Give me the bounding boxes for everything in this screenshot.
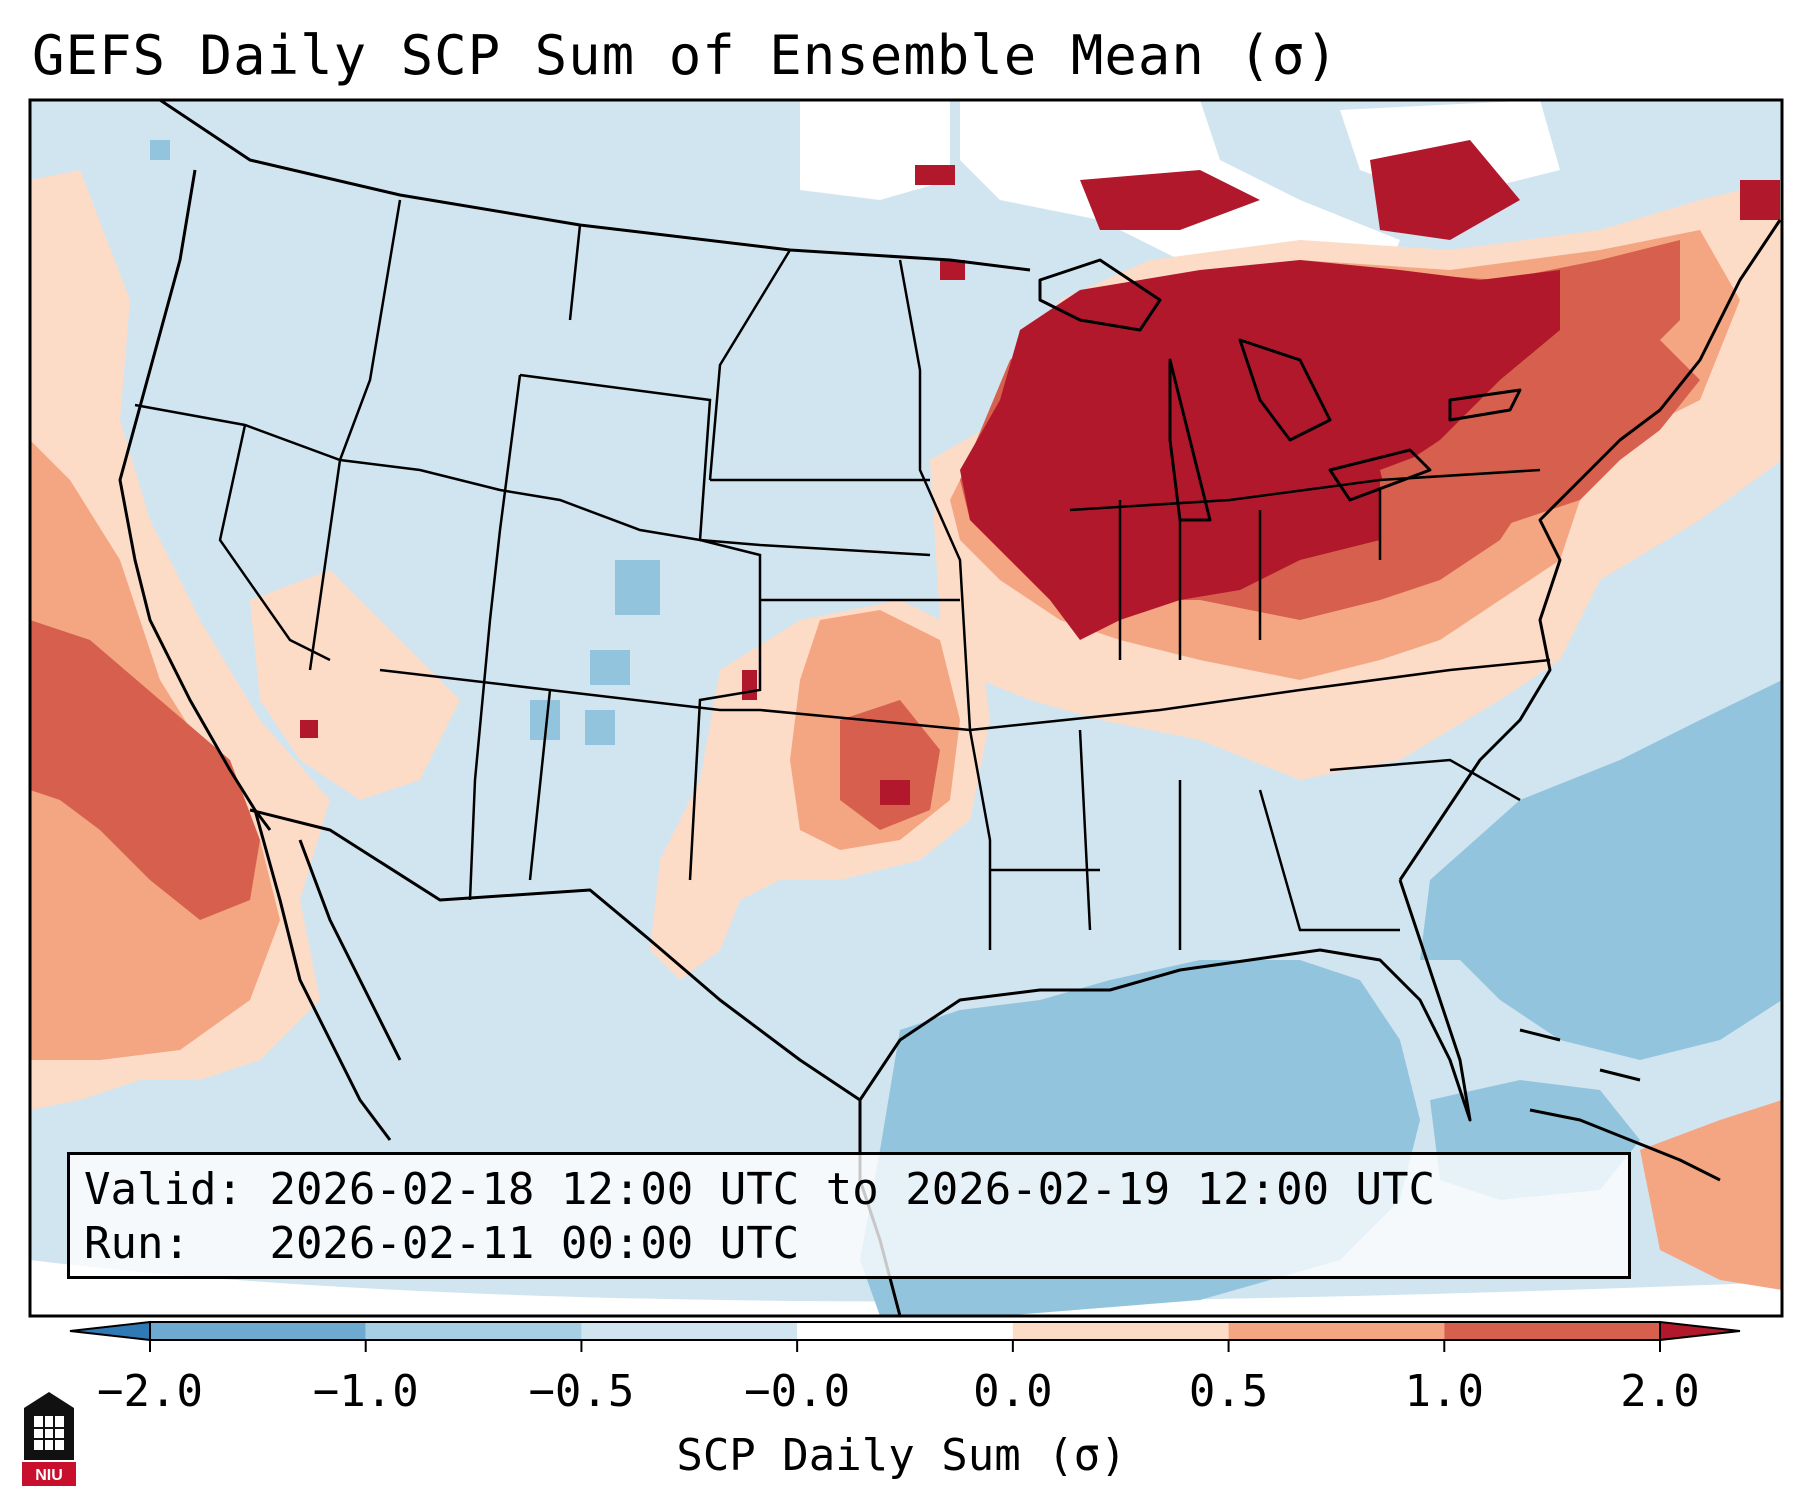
state-border (519, 373, 712, 541)
us-mexico-border (249, 808, 861, 1102)
state-border (338, 199, 402, 461)
valid-label: Valid: (84, 1164, 243, 1215)
state-border (969, 658, 1551, 732)
colorbar-frame (149, 1321, 1661, 1341)
gulf-of-california-coast (298, 839, 402, 1061)
colorbar-extend-high (1659, 1320, 1741, 1342)
pacnw-negative-cell (150, 140, 170, 160)
niu-logo: NIU (22, 1392, 76, 1486)
atlantic-negative-region (1420, 680, 1782, 1060)
state-border (1118, 490, 1382, 660)
state-border (379, 668, 971, 732)
lake-ontario (1448, 388, 1522, 422)
projection-edge (30, 1260, 1782, 1316)
state-borders (134, 199, 1551, 950)
run-value: 2026-02-11 00:00 UTC (269, 1218, 800, 1269)
valid-run-info-box: Valid: 2026-02-18 12:00 UTC to 2026-02-1… (67, 1152, 1631, 1279)
colorbar-segment (1444, 1322, 1660, 1340)
state-border (134, 403, 931, 557)
colorbar-segment (150, 1322, 366, 1340)
colorado-negative-cell (590, 650, 630, 685)
colorbar-tick-label: −0.5 (528, 1366, 635, 1417)
canada-max-cell (915, 165, 955, 185)
colorbar (69, 1320, 1741, 1352)
oklahoma-strong-positive (840, 700, 940, 830)
state-border (568, 224, 792, 481)
canada-max-cells (1080, 170, 1260, 230)
colorbar-segment (1228, 1322, 1445, 1340)
colorbar-extend-low (69, 1320, 151, 1342)
colorbar-segment (797, 1322, 1013, 1340)
state-border (1069, 468, 1541, 512)
colorbar-tick-label: 0.5 (1188, 1366, 1269, 1417)
baja-coastline (253, 809, 392, 1141)
quebec-max-cells (1370, 140, 1520, 240)
cuba-coast (1529, 1108, 1721, 1182)
oklahoma-max-cell (880, 780, 910, 805)
colorado-negative-cell (615, 560, 660, 615)
atlantic-coastline (1398, 219, 1782, 881)
great-lakes-max-positive (960, 260, 1560, 640)
logo-badge (22, 1462, 76, 1486)
colorbar-tick-label: 2.0 (1620, 1366, 1700, 1417)
state-border (528, 689, 552, 881)
run-label: Run: (84, 1218, 190, 1269)
lake-huron (1238, 338, 1332, 442)
state-border (1078, 729, 1400, 950)
state-border (1329, 758, 1521, 802)
lake-michigan (1168, 358, 1212, 522)
colorbar-tick-label: 0.0 (973, 1366, 1053, 1417)
state-border (308, 459, 342, 671)
logo-window-icon (34, 1416, 64, 1450)
colorbar-tick-label: 1.0 (1404, 1366, 1485, 1417)
canada-white-region (800, 100, 950, 200)
state-border (898, 259, 992, 950)
map-frame (28, 98, 1784, 1318)
colorbar-segment (581, 1322, 798, 1340)
nm-negative-cell (585, 710, 615, 745)
colorbar-tick-label: −2.0 (97, 1366, 203, 1417)
canada-max-cell (940, 260, 965, 280)
gulf-coastline (858, 879, 1472, 1122)
west-coastline (118, 169, 272, 831)
colorbar-tick-label: −1.0 (312, 1366, 419, 1417)
lake-erie (1328, 448, 1432, 502)
bahamas-coast (1519, 1028, 1641, 1082)
valid-value: 2026-02-18 12:00 UTC to 2026-02-19 12:00… (269, 1164, 1436, 1215)
logo-text: NIU (35, 1467, 63, 1484)
northeast-strong-positive (1380, 340, 1700, 550)
lake-superior (1038, 258, 1162, 332)
west-max-cell (300, 720, 318, 738)
colorbar-segment (1012, 1322, 1229, 1340)
colorbar-tick-label: −0.0 (744, 1366, 851, 1417)
state-border (218, 424, 331, 662)
colorbar-label: SCP Daily Sum (σ) (676, 1430, 1127, 1481)
colorbar-segment (365, 1322, 582, 1340)
state-border (688, 538, 762, 881)
plains-max-cell (742, 670, 757, 700)
california-strong-positive (30, 620, 260, 920)
basin-light-positive (250, 570, 460, 800)
chart-title: GEFS Daily SCP Sum of Ensemble Mean (σ) (32, 24, 1339, 87)
map-panel (30, 100, 1782, 1316)
caribbean-positive (1640, 1100, 1782, 1290)
state-border (468, 374, 522, 901)
maritime-max-cell (1740, 180, 1780, 220)
